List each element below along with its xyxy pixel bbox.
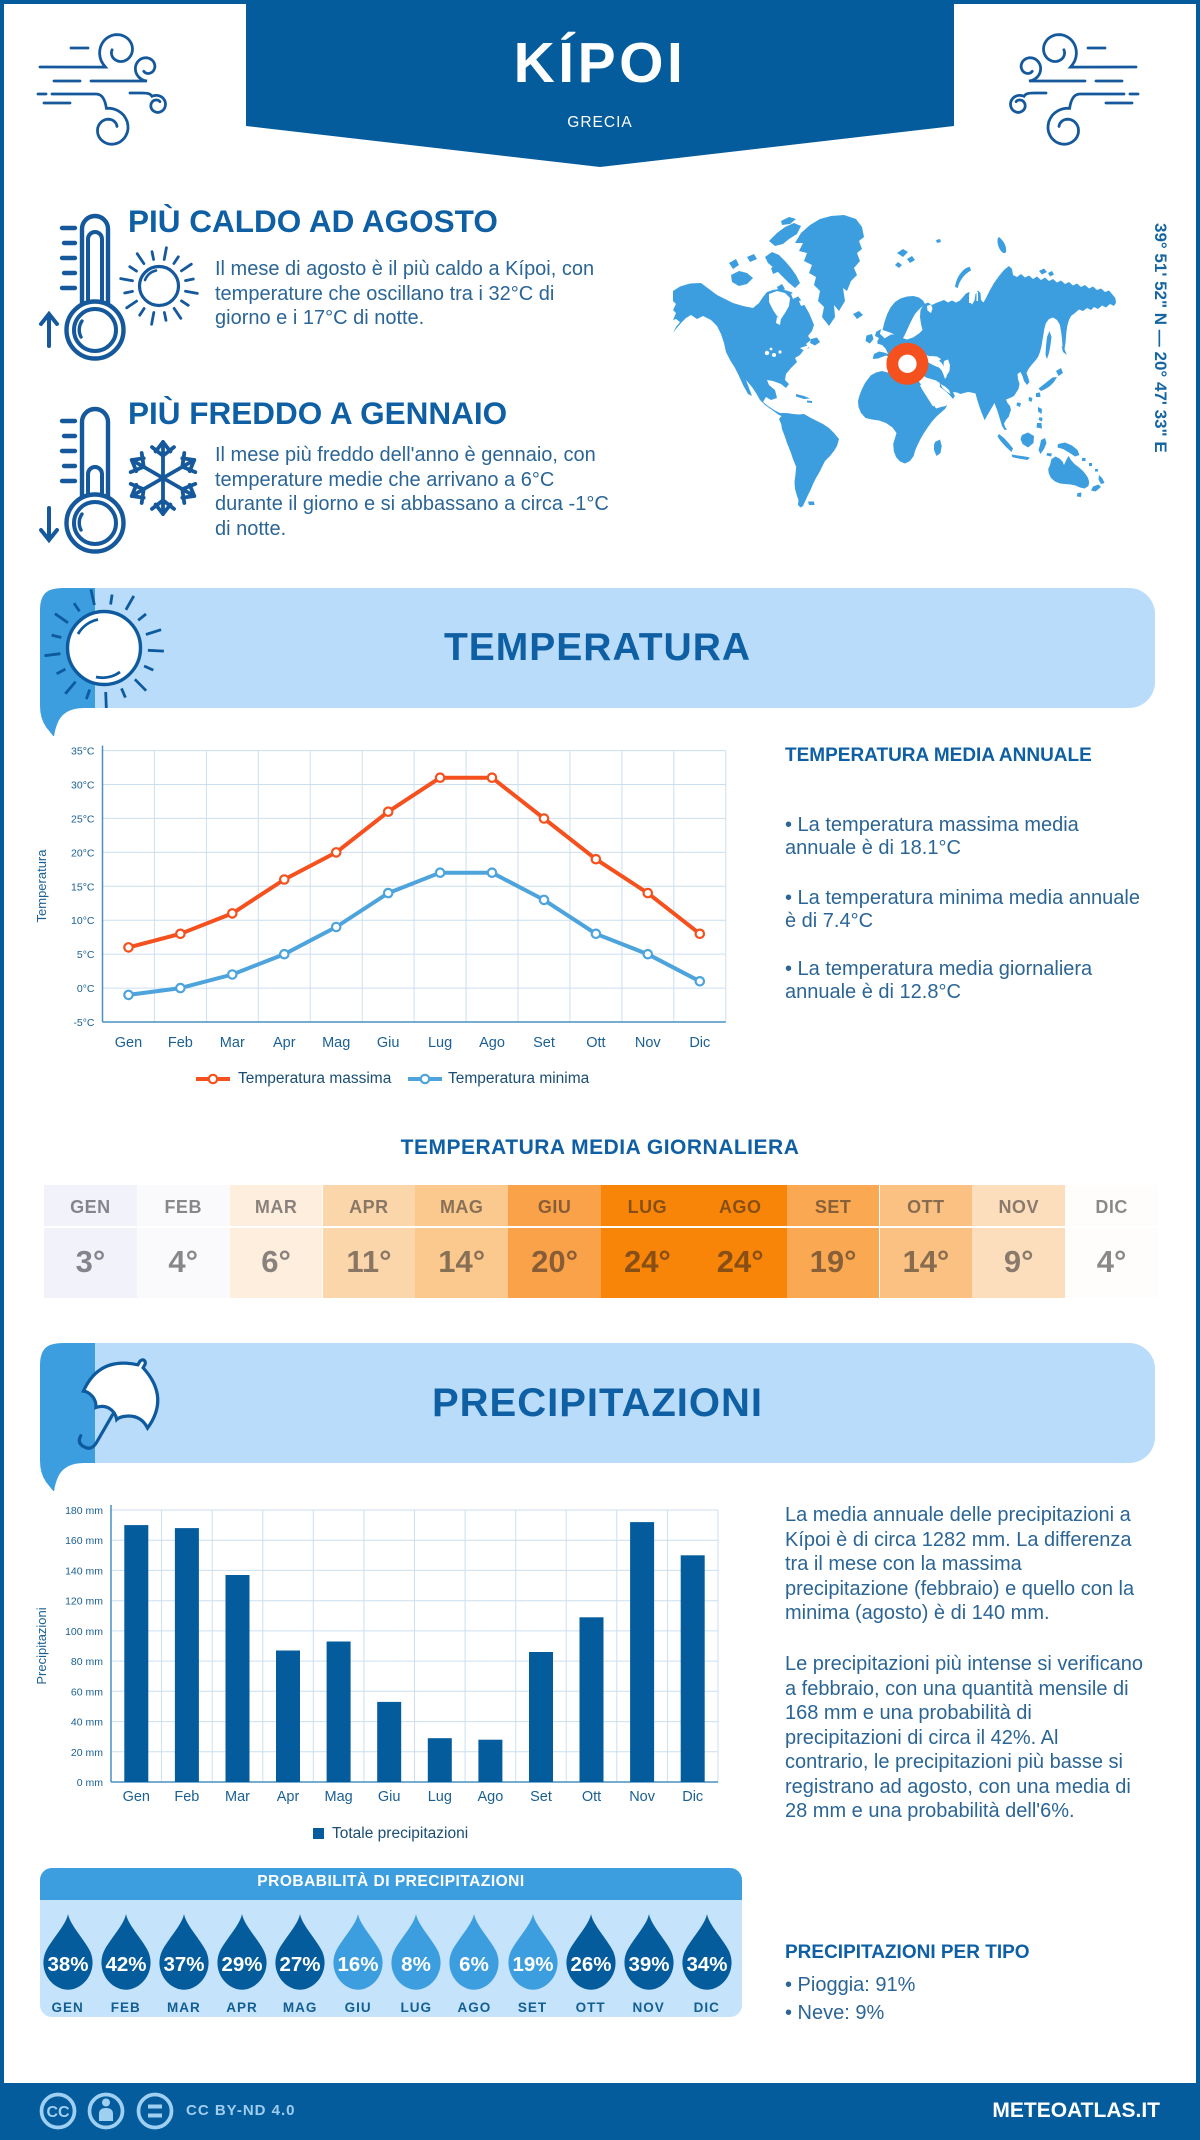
svg-text:19%: 19% [512,1953,553,1976]
svg-text:160 mm: 160 mm [65,1535,103,1547]
svg-text:8%: 8% [401,1953,431,1976]
svg-text:Set: Set [533,1035,555,1051]
svg-text:Temperatura massima: Temperatura massima [238,1070,392,1087]
svg-text:25°C: 25°C [71,813,95,825]
svg-text:Nov: Nov [629,1789,656,1805]
svg-text:Giu: Giu [377,1035,400,1051]
svg-text:38%: 38% [47,1953,88,1976]
svg-text:Lug: Lug [428,1789,452,1805]
svg-text:Temperatura: Temperatura [34,849,49,923]
svg-text:37%: 37% [163,1953,204,1976]
svg-text:Gen: Gen [123,1789,150,1805]
svg-text:120 mm: 120 mm [65,1596,103,1608]
svg-text:60 mm: 60 mm [71,1686,103,1698]
svg-text:Lug: Lug [428,1035,452,1051]
svg-text:26%: 26% [570,1953,611,1976]
svg-text:40 mm: 40 mm [71,1717,103,1729]
svg-text:Mar: Mar [225,1789,250,1805]
svg-text:34%: 34% [686,1953,727,1976]
svg-text:16%: 16% [338,1953,379,1976]
svg-text:80 mm: 80 mm [71,1656,103,1668]
svg-text:Ago: Ago [479,1035,505,1051]
svg-text:Precipitazioni: Precipitazioni [34,1607,49,1684]
svg-text:0°C: 0°C [77,983,95,995]
svg-text:Dic: Dic [682,1789,703,1805]
svg-text:180 mm: 180 mm [65,1505,103,1517]
svg-text:Ago: Ago [477,1789,503,1805]
svg-text:Gen: Gen [115,1035,142,1051]
svg-text:Nov: Nov [635,1035,662,1051]
svg-text:30°C: 30°C [71,780,95,792]
svg-text:Feb: Feb [168,1035,193,1051]
svg-text:Feb: Feb [174,1789,199,1805]
svg-text:Mag: Mag [322,1035,350,1051]
svg-text:20 mm: 20 mm [71,1747,103,1759]
svg-text:39%: 39% [628,1953,669,1976]
svg-text:0 mm: 0 mm [77,1777,104,1789]
svg-text:20°C: 20°C [71,847,95,859]
svg-text:100 mm: 100 mm [65,1626,103,1638]
svg-text:Mar: Mar [220,1035,245,1051]
svg-text:Mag: Mag [324,1789,352,1805]
svg-text:42%: 42% [105,1953,146,1976]
svg-text:Dic: Dic [689,1035,710,1051]
svg-text:Ott: Ott [586,1035,605,1051]
svg-text:Giu: Giu [378,1789,401,1805]
svg-text:-5°C: -5°C [73,1017,95,1029]
svg-text:Apr: Apr [273,1035,296,1051]
svg-text:29%: 29% [221,1953,262,1976]
svg-text:Set: Set [530,1789,552,1805]
svg-text:140 mm: 140 mm [65,1565,103,1577]
svg-text:5°C: 5°C [77,949,95,961]
svg-text:Temperatura minima: Temperatura minima [448,1070,590,1087]
svg-text:Ott: Ott [582,1789,601,1805]
svg-text:27%: 27% [280,1953,321,1976]
svg-text:35°C: 35°C [71,746,95,758]
svg-text:15°C: 15°C [71,881,95,893]
svg-text:10°C: 10°C [71,915,95,927]
svg-text:6%: 6% [460,1953,490,1976]
svg-text:Totale precipitazioni: Totale precipitazioni [332,1825,468,1842]
svg-text:Apr: Apr [277,1789,300,1805]
